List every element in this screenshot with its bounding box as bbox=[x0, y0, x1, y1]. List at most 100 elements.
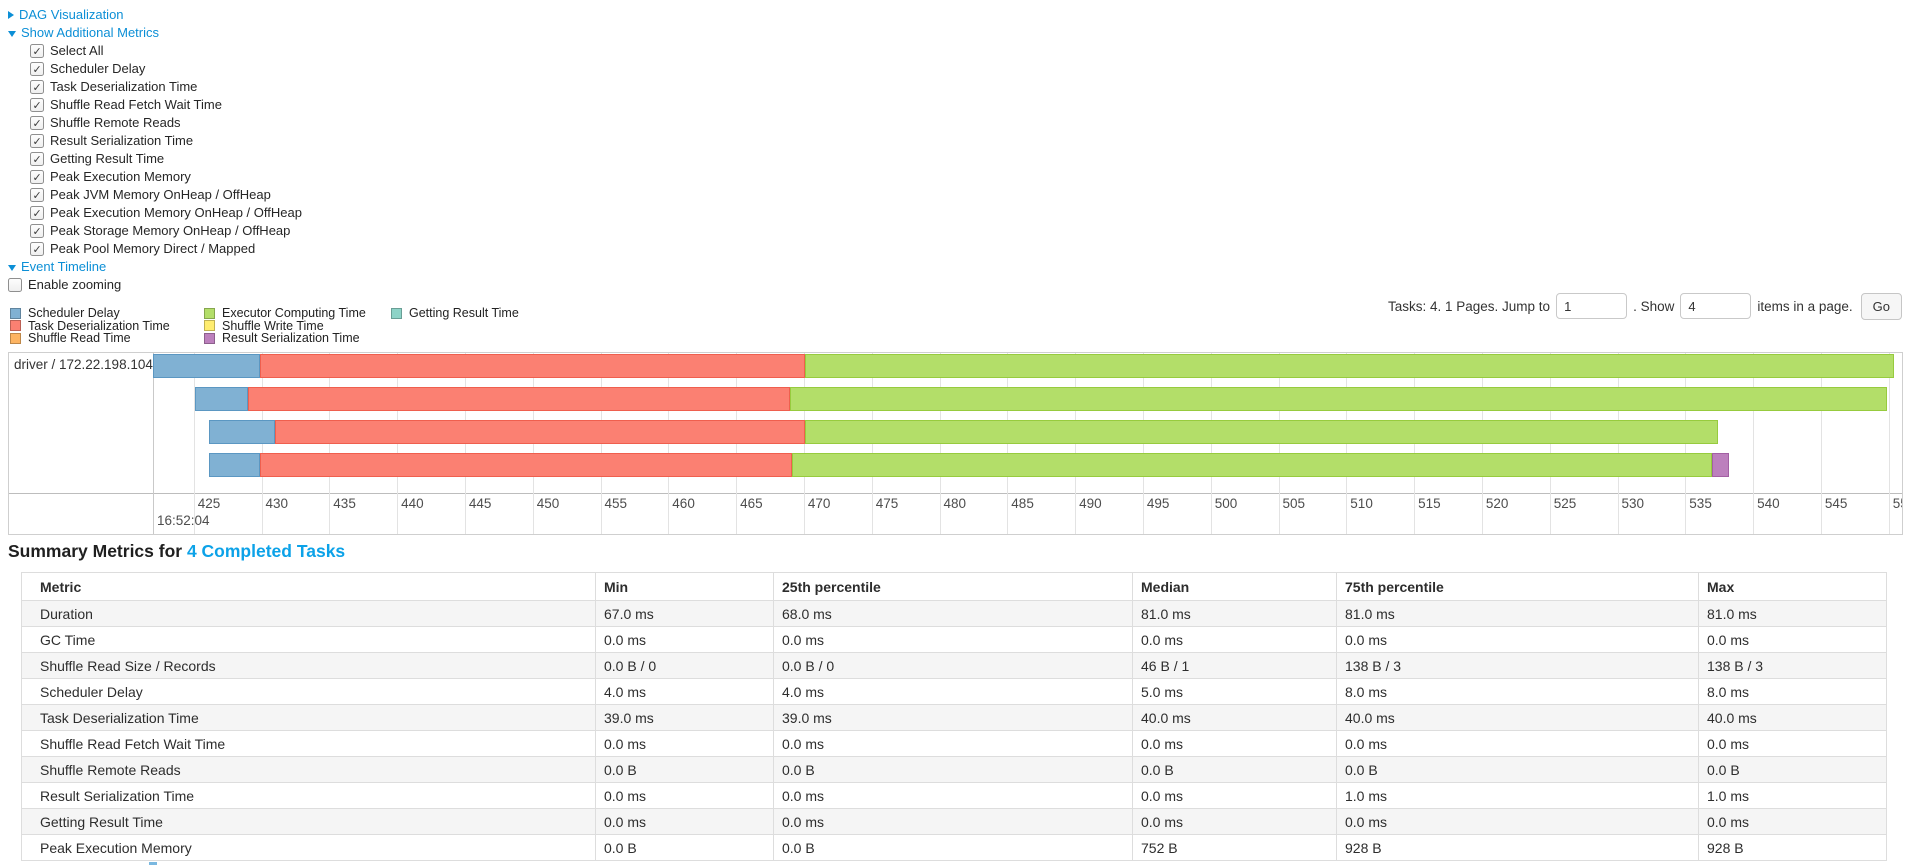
metric-checkbox-row[interactable]: Peak Storage Memory OnHeap / OffHeap bbox=[8, 222, 302, 241]
timeline-tick-label: 455 bbox=[604, 496, 628, 511]
task-bar-segment-executor-computing[interactable] bbox=[805, 354, 1895, 378]
metric-value-cell: 39.0 ms bbox=[773, 704, 1133, 731]
task-deserialization-swatch-icon bbox=[10, 320, 21, 332]
metric-checkbox-row[interactable]: Peak JVM Memory OnHeap / OffHeap bbox=[8, 186, 302, 205]
timeline-tick-label: 490 bbox=[1079, 496, 1102, 511]
table-row: Getting Result Time 0.0 ms 0.0 ms 0.0 ms 0.0… bbox=[21, 808, 1887, 835]
metric-checkbox-row[interactable]: Peak Execution Memory OnHeap / OffHeap bbox=[8, 204, 302, 223]
metric-checkbox[interactable] bbox=[30, 43, 44, 61]
timeline-tick-label: 540 bbox=[1757, 496, 1780, 511]
timeline-tick-label: 450 bbox=[536, 496, 560, 511]
legend-label: Result Serialization Time bbox=[222, 331, 360, 346]
task-bar-segment-scheduler-delay[interactable] bbox=[208, 453, 261, 477]
metric-checkbox[interactable] bbox=[30, 223, 44, 241]
table-row: Shuffle Remote Reads 0.0 B 0.0 B 0.0 B 0.0 B… bbox=[21, 756, 1887, 783]
event-timeline-link[interactable]: Event Timeline bbox=[21, 259, 107, 274]
enable-zooming-row[interactable]: Enable zooming bbox=[8, 276, 302, 294]
metric-checkbox[interactable] bbox=[30, 187, 44, 205]
shuffle-write-swatch-icon bbox=[204, 320, 215, 332]
timeline-tick-label: 445 bbox=[468, 496, 492, 511]
items-per-page-input[interactable] bbox=[1680, 293, 1752, 319]
metric-value-cell: 0.0 B / 0 bbox=[773, 652, 1133, 679]
timeline-tick-label: 435 bbox=[333, 496, 356, 511]
completed-tasks-link[interactable]: 4 Completed Tasks bbox=[186, 541, 346, 561]
metric-checkbox[interactable] bbox=[30, 241, 44, 259]
task-bar-segment-task-deserialization[interactable] bbox=[275, 420, 806, 444]
metric-checkbox-row[interactable]: Shuffle Remote Reads bbox=[8, 114, 302, 133]
legend-label: Scheduler Delay bbox=[28, 306, 120, 321]
task-bar-segment-scheduler-delay[interactable] bbox=[208, 420, 275, 444]
timeline-tick-label: 530 bbox=[1621, 496, 1645, 511]
timeline-tick-label: 535 bbox=[1689, 496, 1712, 511]
event-timeline-toggle[interactable]: Event Timeline bbox=[8, 258, 302, 276]
task-bar-segment-executor-computing[interactable] bbox=[791, 453, 1713, 477]
jump-to-page-input[interactable] bbox=[1556, 293, 1628, 319]
dag-visualization-toggle[interactable]: DAG Visualization bbox=[8, 6, 302, 24]
task-bar-segment-task-deserialization[interactable] bbox=[260, 453, 792, 477]
metric-name-cell: Getting Result Time bbox=[21, 808, 596, 835]
timeline-tick-label: 470 bbox=[807, 496, 831, 511]
timeline-tick-label: 515 bbox=[1418, 496, 1441, 511]
metric-value-cell: 928 B bbox=[1336, 834, 1699, 861]
task-bar-segment-scheduler-delay[interactable] bbox=[195, 387, 248, 411]
task-bar-segment-executor-computing[interactable] bbox=[805, 420, 1718, 444]
metric-checkbox[interactable] bbox=[30, 115, 44, 133]
metric-checkbox-row[interactable]: Peak Execution Memory bbox=[8, 168, 302, 187]
metric-checkbox[interactable] bbox=[30, 205, 44, 223]
metric-value-cell: 8.0 ms bbox=[1698, 678, 1887, 705]
metric-checkbox-label: Scheduler Delay bbox=[50, 61, 146, 76]
metric-checkbox[interactable] bbox=[30, 79, 44, 97]
enable-zooming-label: Enable zooming bbox=[28, 277, 122, 292]
metric-checkbox-row[interactable]: Getting Result Time bbox=[8, 150, 302, 169]
metric-checkbox-label: Shuffle Remote Reads bbox=[50, 115, 181, 130]
metric-checkbox[interactable] bbox=[30, 61, 44, 79]
task-bar-segment-scheduler-delay[interactable] bbox=[153, 354, 261, 378]
metric-value-cell: 81.0 ms bbox=[1698, 600, 1887, 627]
metric-checkbox-label: Shuffle Read Fetch Wait Time bbox=[50, 97, 222, 112]
metric-checkbox-row[interactable]: Result Serialization Time bbox=[8, 132, 302, 151]
legend-item: Task Deserialization Time bbox=[10, 319, 170, 333]
go-button[interactable]: Go bbox=[1860, 292, 1902, 320]
metric-checkbox-row[interactable]: Peak Pool Memory Direct / Mapped bbox=[8, 240, 302, 259]
metric-checkbox-row[interactable]: Task Deserialization Time bbox=[8, 78, 302, 97]
timeline-label-column-divider bbox=[153, 353, 154, 534]
next-section-cutoff bbox=[149, 862, 157, 865]
timeline-tick-label: 500 bbox=[1214, 496, 1238, 511]
metric-checkbox-row[interactable]: Select All bbox=[8, 42, 302, 61]
metric-name-cell: Duration bbox=[21, 600, 596, 627]
result-serialization-swatch-icon bbox=[204, 332, 215, 344]
metric-value-cell: 0.0 B bbox=[595, 756, 774, 783]
timeline-group-label: driver / 172.22.198.104 bbox=[14, 357, 153, 372]
metric-checkbox[interactable] bbox=[30, 151, 44, 169]
metric-checkbox[interactable] bbox=[30, 133, 44, 151]
metric-value-cell: 4.0 ms bbox=[773, 678, 1133, 705]
metric-checkbox[interactable] bbox=[30, 169, 44, 187]
timeline-gridline bbox=[1820, 353, 1822, 534]
table-header-cell: 75th percentile bbox=[1336, 572, 1699, 601]
timeline-gridline bbox=[193, 353, 195, 534]
shuffle-read-swatch-icon bbox=[10, 332, 21, 344]
table-header-cell: Median bbox=[1132, 572, 1337, 601]
enable-zooming-checkbox[interactable] bbox=[8, 278, 22, 292]
metric-checkbox-label: Peak Storage Memory OnHeap / OffHeap bbox=[50, 223, 291, 238]
metric-value-cell: 0.0 B bbox=[1336, 756, 1699, 783]
metrics-controls: DAG Visualization Show Additional Metric… bbox=[8, 6, 302, 294]
metric-checkbox-row[interactable]: Scheduler Delay bbox=[8, 60, 302, 79]
timeline-tick-label: 550 bbox=[1892, 496, 1902, 511]
metric-name-cell: Shuffle Read Size / Records bbox=[21, 652, 596, 679]
task-bar-segment-task-deserialization[interactable] bbox=[260, 354, 806, 378]
legend-label: Shuffle Write Time bbox=[222, 318, 324, 333]
metric-checkbox-row[interactable]: Shuffle Read Fetch Wait Time bbox=[8, 96, 302, 115]
task-bar-segment-task-deserialization[interactable] bbox=[247, 387, 791, 411]
metric-value-cell: 928 B bbox=[1698, 834, 1887, 861]
metric-checkbox[interactable] bbox=[30, 97, 44, 115]
dag-visualization-link[interactable]: DAG Visualization bbox=[19, 7, 124, 22]
metric-checkbox-label: Task Deserialization Time bbox=[50, 79, 198, 94]
task-bar-segment-result-serialization[interactable] bbox=[1712, 453, 1729, 477]
task-bar-segment-executor-computing[interactable] bbox=[790, 387, 1888, 411]
metric-value-cell: 0.0 ms bbox=[773, 730, 1133, 757]
metric-name-cell: GC Time bbox=[21, 626, 596, 653]
show-additional-metrics-link[interactable]: Show Additional Metrics bbox=[21, 25, 160, 40]
show-additional-metrics-toggle[interactable]: Show Additional Metrics bbox=[8, 24, 302, 42]
metric-checkbox-label: Select All bbox=[50, 43, 104, 58]
